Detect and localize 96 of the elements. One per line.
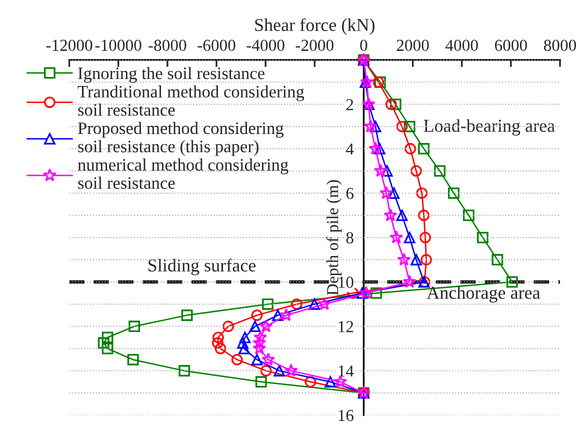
point — [374, 143, 386, 154]
point — [396, 210, 408, 222]
point — [214, 342, 226, 354]
point — [410, 254, 422, 266]
point — [381, 165, 393, 177]
y-tick-label: 16 — [338, 410, 354, 422]
point — [102, 332, 114, 344]
x-axis-title: Shear force (kN) — [255, 18, 374, 35]
y-tick-label: 4 — [346, 144, 354, 155]
y-tick-label: 14 — [338, 366, 354, 377]
point — [239, 332, 251, 344]
x-tick-label: -10000 — [95, 40, 142, 51]
point — [98, 337, 110, 349]
x-tick-label: -4000 — [246, 40, 284, 51]
point — [274, 365, 285, 376]
point — [308, 298, 320, 310]
point — [334, 374, 348, 388]
point — [102, 342, 114, 354]
annotation: Load-bearing area — [424, 119, 555, 136]
y-tick-label: 8 — [346, 232, 354, 244]
point — [420, 254, 432, 266]
point — [251, 310, 263, 321]
point — [385, 98, 397, 110]
legend-label: Proposed method considering soil resistance (this paper) — [78, 122, 284, 156]
annotation: Anchorage area — [426, 286, 540, 303]
point — [410, 165, 422, 177]
point — [370, 287, 382, 299]
ref-line-label: Sliding surface — [148, 258, 256, 276]
point — [251, 354, 263, 366]
point — [477, 232, 488, 244]
point — [364, 119, 378, 132]
x-tick-label: 0 — [360, 40, 368, 51]
x-tick-label: 6000 — [494, 40, 527, 51]
point — [506, 276, 518, 288]
x-tick-label: 4000 — [446, 40, 478, 51]
point — [374, 164, 388, 177]
point — [370, 120, 382, 132]
point — [181, 310, 193, 321]
point — [404, 120, 416, 132]
point — [463, 210, 474, 222]
point — [254, 330, 268, 344]
point — [448, 187, 460, 199]
point — [212, 332, 224, 344]
point — [324, 376, 336, 388]
point — [127, 354, 139, 366]
x-tick-label: 2000 — [396, 40, 429, 51]
x-tick-label: -2000 — [296, 40, 334, 51]
point — [178, 365, 190, 376]
point — [260, 365, 272, 376]
point — [434, 165, 446, 177]
point — [390, 230, 404, 244]
point — [368, 142, 382, 155]
point — [249, 320, 261, 332]
point — [304, 376, 316, 388]
point — [231, 354, 243, 366]
point — [384, 208, 398, 222]
point — [291, 298, 302, 310]
y-tick-label: 2 — [346, 99, 354, 110]
point — [418, 210, 430, 222]
point — [128, 320, 140, 332]
point — [238, 342, 250, 354]
x-tick-label: -12000 — [46, 40, 92, 51]
point — [418, 143, 430, 154]
y-tick-label: 12 — [338, 321, 354, 332]
point — [259, 319, 273, 332]
x-tick-label: -6000 — [198, 40, 236, 51]
point — [272, 310, 284, 321]
point — [420, 232, 431, 244]
legend-label: numerical method considering soil resistance — [78, 158, 288, 189]
point — [390, 98, 402, 110]
point — [222, 320, 234, 332]
legend-label: Tranditional method considering soil resistance — [78, 85, 304, 116]
point — [380, 186, 394, 200]
point — [279, 308, 293, 322]
point — [255, 376, 267, 388]
point — [388, 187, 400, 199]
point — [237, 337, 248, 349]
point — [252, 341, 266, 354]
x-tick-label: 8000 — [544, 40, 576, 51]
legend-label: Ignoring the soil resistance — [78, 66, 264, 83]
point — [404, 143, 416, 154]
x-tick-label: -8000 — [148, 40, 186, 51]
point — [359, 286, 373, 299]
point — [402, 274, 416, 288]
point — [397, 252, 411, 266]
y-tick-label: 6 — [346, 188, 354, 200]
point — [318, 297, 332, 310]
point — [396, 120, 408, 132]
point — [212, 337, 224, 349]
point — [416, 187, 428, 199]
point — [356, 287, 368, 299]
point — [262, 298, 274, 310]
point — [284, 364, 298, 377]
point — [261, 352, 276, 366]
point — [492, 254, 504, 266]
point — [404, 232, 416, 244]
